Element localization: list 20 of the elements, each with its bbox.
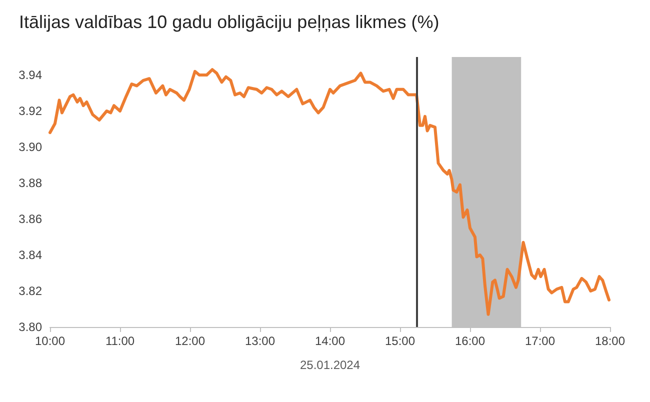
y-tick-label: 3.80 bbox=[18, 320, 42, 334]
y-tick-label: 3.82 bbox=[18, 284, 42, 298]
x-tick-label: 14:00 bbox=[314, 334, 346, 348]
x-tick-label: 15:00 bbox=[384, 334, 416, 348]
x-tick-label: 16:00 bbox=[454, 334, 486, 348]
x-tick-label: 11:00 bbox=[105, 334, 135, 348]
y-tick-label: 3.88 bbox=[18, 176, 42, 190]
line-series bbox=[48, 68, 611, 316]
x-tick-label: 13:00 bbox=[244, 334, 276, 348]
chart-title: Itālijas valdības 10 gadu obligāciju peļņas likmes (%) bbox=[19, 12, 440, 32]
y-tick-label: 3.86 bbox=[18, 212, 42, 226]
y-tick-label: 3.90 bbox=[18, 140, 42, 154]
x-tick-label: 12:00 bbox=[174, 334, 206, 348]
x-tick-label: 10:00 bbox=[34, 334, 66, 348]
x-axis-title: 25.01.2024 bbox=[300, 358, 360, 372]
y-tick-label: 3.92 bbox=[18, 104, 42, 118]
y-tick-label: 3.84 bbox=[18, 248, 42, 262]
x-tick-label: 18:00 bbox=[594, 334, 626, 348]
y-tick-label: 3.94 bbox=[18, 68, 42, 82]
x-tick-label: 17:00 bbox=[524, 334, 556, 348]
